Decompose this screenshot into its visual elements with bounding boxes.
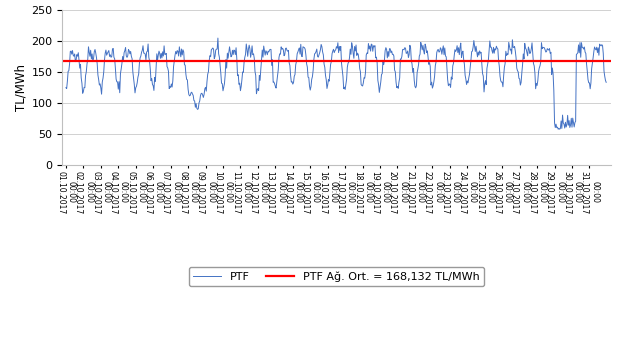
PTF Ağ. Ort. = 168,132 TL/MWh (62, 59, 70, 63)
PTF (293, 52, 301, 56)
PTF (464, 79, 471, 83)
PTF (214, 36, 222, 40)
PTF (314, 54, 321, 58)
Legend: PTF, PTF Ağ. Ort. = 168,132 TL/MWh: PTF, PTF Ağ. Ort. = 168,132 TL/MWh (189, 267, 484, 286)
PTF (450, 54, 458, 58)
Line: PTF: PTF (66, 38, 606, 129)
PTF (602, 80, 610, 84)
PTF (62, 86, 70, 90)
PTF (138, 50, 145, 54)
PTF Ağ. Ort. = 168,132 TL/MWh (63, 59, 70, 63)
PTF (554, 127, 562, 131)
Y-axis label: TL/MWh: TL/MWh (14, 64, 27, 111)
PTF (64, 69, 72, 74)
